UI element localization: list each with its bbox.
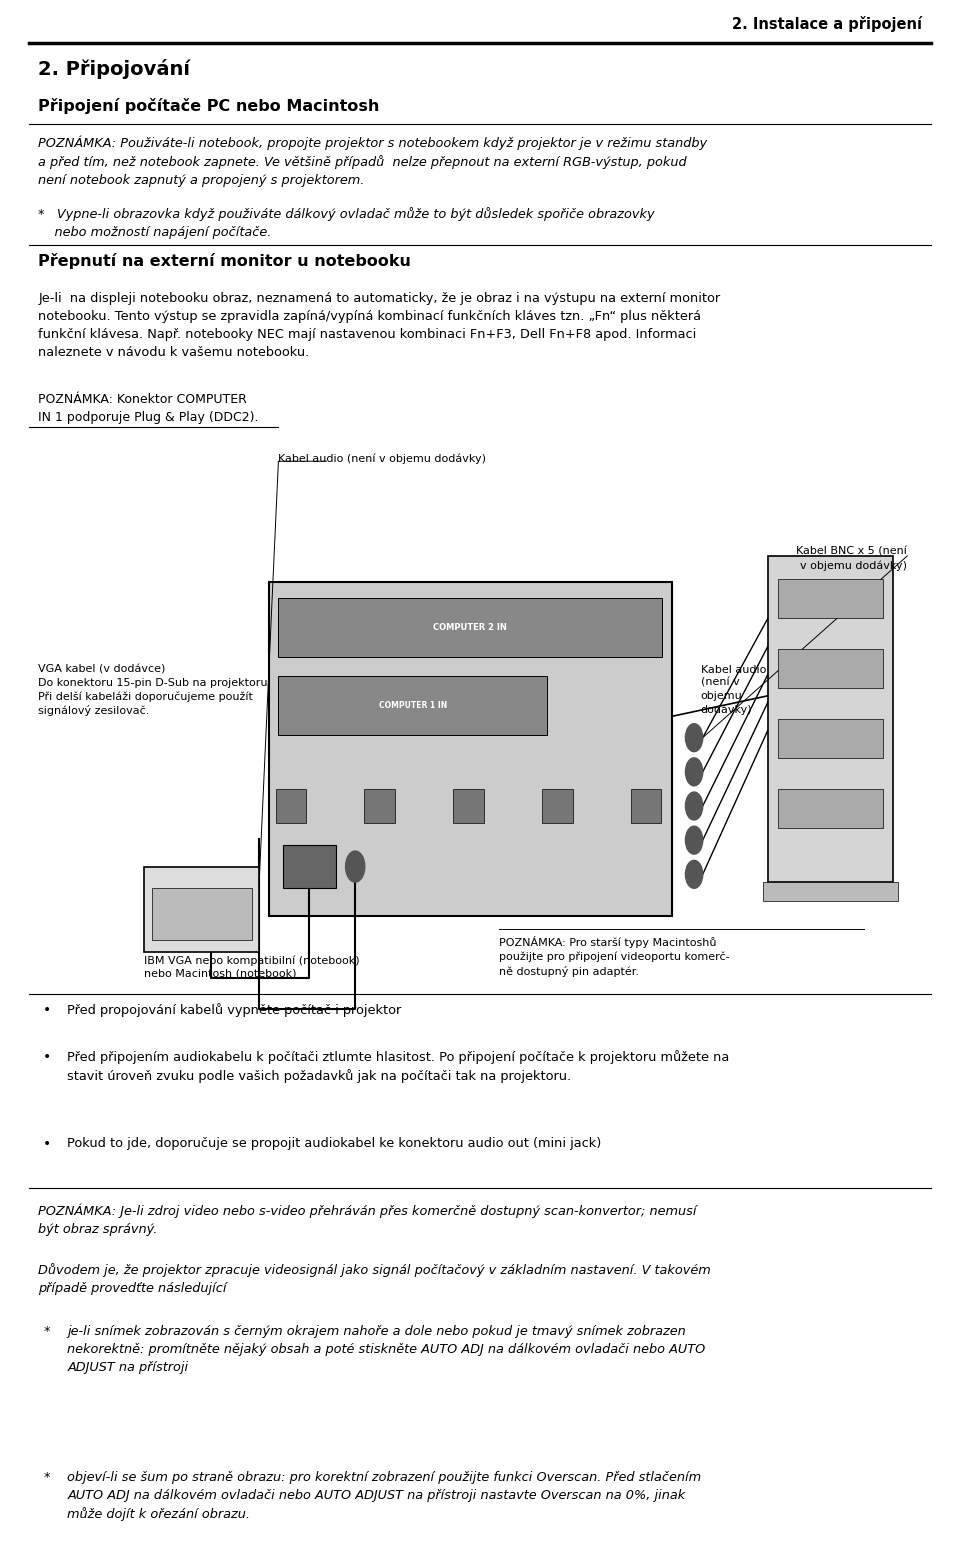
Text: objeví-li se šum po straně obrazu: pro korektní zobrazení použijte funkci Oversc: objeví-li se šum po straně obrazu: pro k… bbox=[67, 1471, 702, 1520]
Circle shape bbox=[685, 724, 703, 752]
Text: 2. Připojování: 2. Připojování bbox=[38, 59, 190, 79]
Circle shape bbox=[685, 826, 703, 854]
Text: Důvodem je, že projektor zpracuje videosignál jako signál počítačový v základním: Důvodem je, že projektor zpracuje videos… bbox=[38, 1263, 711, 1295]
Text: je-li snímek zobrazován s černým okrajem nahoře a dole nebo pokud je tmavý sníme: je-li snímek zobrazován s černým okrajem… bbox=[67, 1325, 706, 1374]
Bar bbox=[763, 882, 898, 901]
Text: POZNÁMKA: Je-li zdroj video nebo s-video přehráván přes komerčně dostupný scan-k: POZNÁMKA: Je-li zdroj video nebo s-video… bbox=[38, 1204, 697, 1236]
Text: *: * bbox=[43, 1471, 50, 1483]
Bar bbox=[453, 789, 484, 823]
Bar bbox=[778, 579, 883, 618]
Bar bbox=[278, 676, 547, 735]
Text: Kabel BNC x 5 (není
v objemu dodávky): Kabel BNC x 5 (není v objemu dodávky) bbox=[797, 547, 907, 570]
Text: POZNÁMKA: Pro starší typy Macintoshů
použijte pro připojení videoportu komerč-
n: POZNÁMKA: Pro starší typy Macintoshů pou… bbox=[499, 936, 730, 977]
Text: COMPUTER 2 IN: COMPUTER 2 IN bbox=[434, 623, 507, 632]
Text: •: • bbox=[43, 1137, 52, 1151]
Bar bbox=[778, 719, 883, 758]
Circle shape bbox=[346, 851, 365, 882]
Circle shape bbox=[685, 860, 703, 888]
Text: POZNÁMKA: Použiváte-li notebook, propojte projektor s notebookem když projektor : POZNÁMKA: Použiváte-li notebook, propojt… bbox=[38, 135, 708, 186]
Text: Připojení počítače PC nebo Macintosh: Připojení počítače PC nebo Macintosh bbox=[38, 98, 380, 113]
Text: 2. Instalace a připojení: 2. Instalace a připojení bbox=[732, 16, 922, 31]
Text: •: • bbox=[43, 1003, 52, 1017]
Text: VGA kabel (v dodávce)
Do konektoru 15-pin D-Sub na projektoru.
Při delší kabeláž: VGA kabel (v dodávce) Do konektoru 15-pi… bbox=[38, 665, 272, 716]
Bar bbox=[541, 789, 572, 823]
Text: Pokud to jde, doporučuje se propojit audiokabel ke konektoru audio out (mini jac: Pokud to jde, doporučuje se propojit aud… bbox=[67, 1137, 602, 1149]
Bar bbox=[778, 649, 883, 688]
Text: *   Vypne-li obrazovka když použiváte dálkový ovladač může to být důsledek spoři: * Vypne-li obrazovka když použiváte dálk… bbox=[38, 207, 655, 239]
Bar bbox=[269, 582, 672, 916]
Text: IBM VGA nebo kompatibilní (notebook)
nebo Macintosh (notebook): IBM VGA nebo kompatibilní (notebook) neb… bbox=[144, 955, 360, 978]
Circle shape bbox=[685, 758, 703, 786]
Bar bbox=[283, 845, 336, 888]
Bar bbox=[778, 789, 883, 828]
Bar bbox=[278, 598, 662, 657]
Text: Před připojením audiokabelu k počítači ztlumte hlasitost. Po připojení počítače : Před připojením audiokabelu k počítači z… bbox=[67, 1050, 730, 1084]
Text: POZNÁMKA: Konektor COMPUTER
IN 1 podporuje Plug & Play (DDC2).: POZNÁMKA: Konektor COMPUTER IN 1 podporu… bbox=[38, 393, 259, 424]
Bar bbox=[365, 789, 396, 823]
Text: *: * bbox=[43, 1325, 50, 1337]
Text: Kabel audio
(není v
objemu
dodávky): Kabel audio (není v objemu dodávky) bbox=[701, 665, 766, 714]
Text: •: • bbox=[43, 1050, 52, 1064]
Text: Kabel audio (není v objemu dodávky): Kabel audio (není v objemu dodávky) bbox=[278, 453, 487, 464]
Bar bbox=[768, 556, 893, 882]
Text: Je-li  na displeji notebooku obraz, neznamená to automaticky, že je obraz i na v: Je-li na displeji notebooku obraz, nezna… bbox=[38, 292, 721, 359]
Bar bbox=[631, 789, 661, 823]
Text: COMPUTER 1 IN: COMPUTER 1 IN bbox=[378, 700, 447, 710]
Bar bbox=[144, 867, 259, 952]
Bar bbox=[152, 888, 252, 940]
Text: Před propojování kabelů vypněte počítač i projektor: Před propojování kabelů vypněte počítač … bbox=[67, 1003, 401, 1017]
Text: Přepnutí na externí monitor u notebooku: Přepnutí na externí monitor u notebooku bbox=[38, 253, 411, 269]
Bar bbox=[276, 789, 306, 823]
Circle shape bbox=[685, 792, 703, 820]
